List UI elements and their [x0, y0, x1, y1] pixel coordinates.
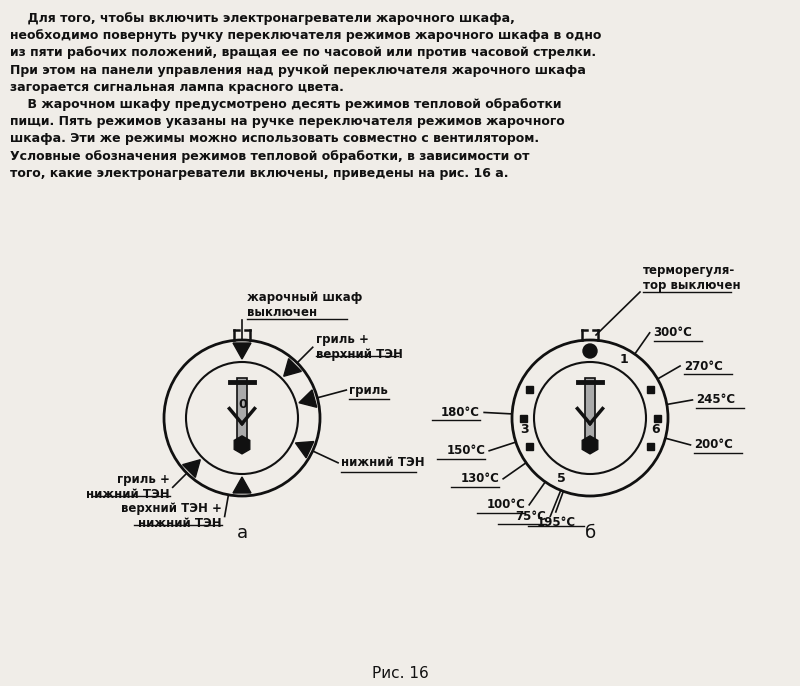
Text: 200°C: 200°C [694, 438, 734, 451]
Bar [237, 378, 247, 446]
Bar [526, 443, 533, 450]
Polygon shape [233, 477, 251, 493]
Text: нижний ТЭН: нижний ТЭН [341, 456, 425, 469]
Text: При этом на панели управления над ручкой переключателя жарочного шкафа: При этом на панели управления над ручкой… [10, 64, 586, 77]
Text: Рис. 16: Рис. 16 [372, 666, 428, 681]
Text: верхний ТЭН +
нижний ТЭН: верхний ТЭН + нижний ТЭН [121, 502, 222, 530]
Text: а: а [237, 524, 247, 542]
Polygon shape [582, 436, 598, 454]
Text: 150°C: 150°C [446, 445, 485, 458]
Text: В жарочном шкафу предусмотрено десять режимов тепловой обработки: В жарочном шкафу предусмотрено десять ре… [10, 98, 562, 111]
Text: 75°C: 75°C [515, 510, 546, 523]
Bar [647, 443, 654, 450]
Text: шкафа. Эти же режимы можно использовать совместно с вентилятором.: шкафа. Эти же режимы можно использовать … [10, 132, 539, 145]
Bar [585, 378, 595, 446]
Text: 1: 1 [619, 353, 628, 366]
Text: гриль: гриль [350, 383, 388, 397]
Polygon shape [182, 460, 200, 477]
Text: необходимо повернуть ручку переключателя режимов жарочного шкафа в одно: необходимо повернуть ручку переключателя… [10, 29, 602, 43]
Text: 300°C: 300°C [654, 327, 693, 340]
Text: 195°C: 195°C [536, 516, 575, 529]
Text: из пяти рабочих положений, вращая ее по часовой или против часовой стрелки.: из пяти рабочих положений, вращая ее по … [10, 47, 596, 60]
Text: 3: 3 [520, 423, 528, 436]
Text: 180°C: 180°C [441, 406, 480, 419]
Text: 245°C: 245°C [697, 394, 735, 406]
Text: 270°C: 270°C [684, 359, 723, 372]
Text: терморегуля-
тор выключен: терморегуля- тор выключен [643, 264, 741, 292]
Text: того, какие электронагреватели включены, приведены на рис. 16 а.: того, какие электронагреватели включены,… [10, 167, 509, 180]
Bar [519, 414, 526, 421]
Text: 6: 6 [652, 423, 660, 436]
Text: пищи. Пять режимов указаны на ручке переключателя режимов жарочного: пищи. Пять режимов указаны на ручке пере… [10, 115, 565, 128]
Text: гриль +
нижний ТЭН: гриль + нижний ТЭН [86, 473, 170, 501]
Text: 130°C: 130°C [460, 472, 499, 485]
Text: 5: 5 [558, 472, 566, 485]
Polygon shape [233, 343, 251, 359]
Bar [647, 386, 654, 393]
Text: гриль +
верхний ТЭН: гриль + верхний ТЭН [316, 333, 402, 362]
Text: 100°C: 100°C [486, 498, 526, 511]
Text: 0: 0 [238, 397, 247, 410]
Text: Для того, чтобы включить электронагреватели жарочного шкафа,: Для того, чтобы включить электронагреват… [10, 12, 515, 25]
Polygon shape [299, 390, 317, 407]
Text: Условные обозначения режимов тепловой обработки, в зависимости от: Условные обозначения режимов тепловой об… [10, 150, 530, 163]
Polygon shape [234, 436, 250, 454]
Text: жарочный шкаф
выключен: жарочный шкаф выключен [247, 291, 362, 319]
Text: б: б [584, 524, 596, 542]
Bar [526, 386, 533, 393]
Polygon shape [295, 442, 314, 458]
Polygon shape [284, 359, 302, 377]
Bar [654, 414, 661, 421]
Circle shape [583, 344, 597, 358]
Text: загорается сигнальная лампа красного цвета.: загорается сигнальная лампа красного цве… [10, 81, 344, 94]
